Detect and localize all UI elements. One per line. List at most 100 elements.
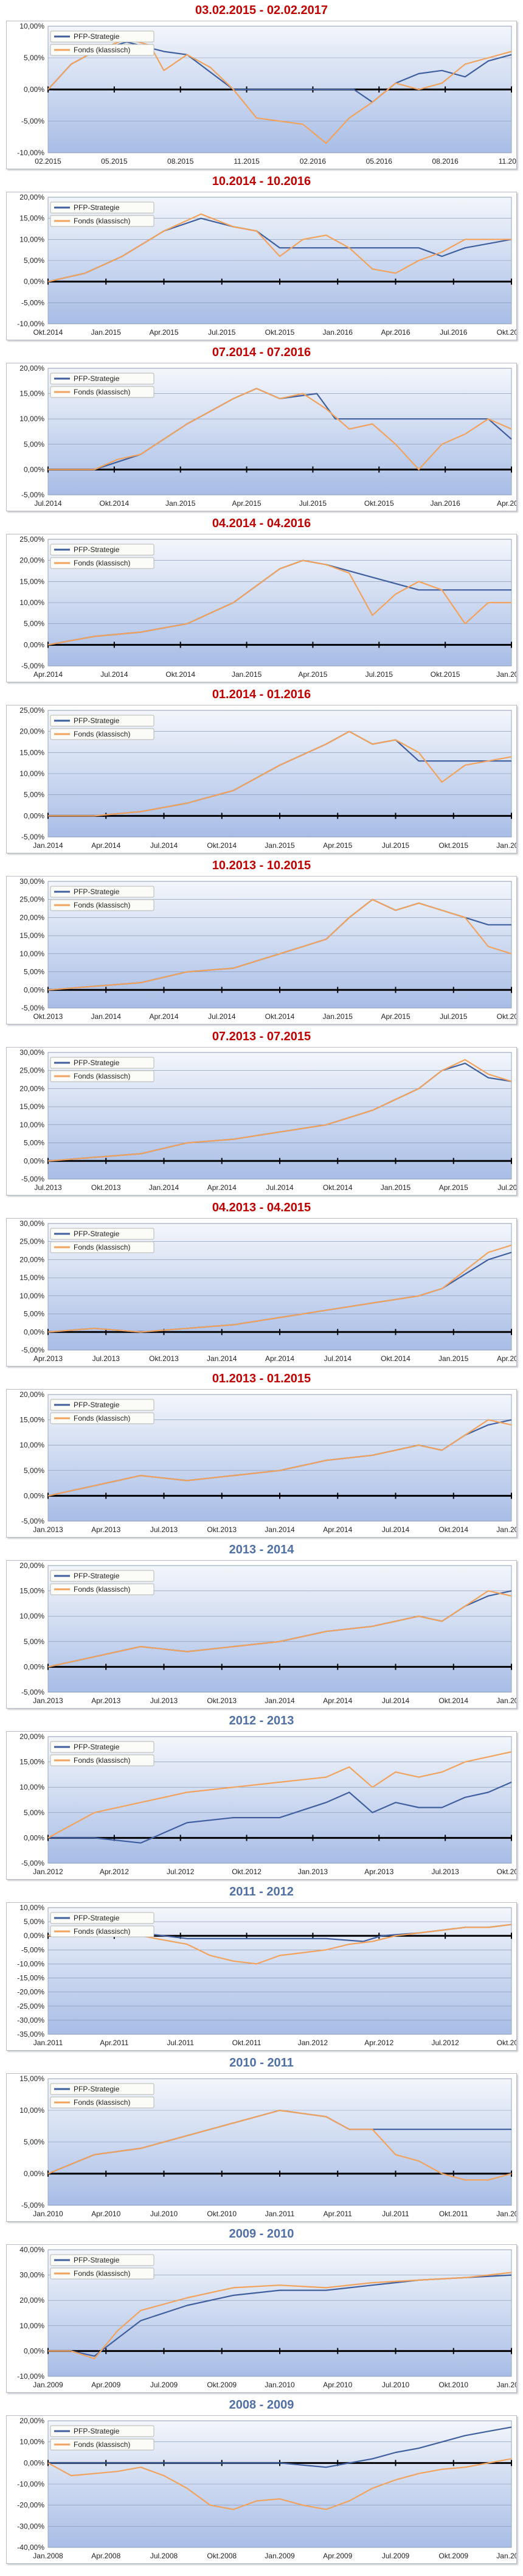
x-tick-label: Apr.2016 (381, 328, 410, 337)
legend-item (50, 899, 154, 911)
legend-item (50, 557, 154, 569)
chart-title: 2011 - 2012 (229, 1885, 294, 1899)
x-tick-label: Okt.2014 (33, 328, 63, 337)
x-tick-label: 02.2016 (300, 157, 327, 166)
x-tick-label: Jul.2013 (431, 1867, 459, 1876)
x-tick-label: Jan.2009 (33, 2381, 63, 2389)
x-tick-label: Okt.2015 (497, 1012, 516, 1021)
y-tick-label: 0,00% (24, 2347, 44, 2355)
y-tick-label: 0,00% (24, 1833, 44, 1842)
legend-label: Fonds (klassisch) (74, 217, 130, 225)
legend-item (50, 1570, 154, 1582)
x-tick-label: Okt.2011 (232, 2039, 262, 2047)
x-tick-label: Jan.2016 (430, 499, 460, 508)
legend-label: Fonds (klassisch) (74, 2269, 130, 2278)
x-tick-label: Okt.2013 (207, 1696, 237, 1705)
legend-label: PFP-Strategie (74, 887, 120, 896)
x-tick-label: Jan.2013 (33, 1525, 63, 1534)
y-tick-label: 20,00% (19, 1732, 44, 1741)
legend-item (50, 1925, 154, 1937)
y-tick-label: 0,00% (24, 85, 44, 94)
x-tick-label: Jul.2015 (365, 670, 393, 679)
y-tick-label: 20,00% (19, 193, 44, 201)
x-tick-label: Jul.2010 (382, 2381, 410, 2389)
legend: PFP-Strategie Fonds (klassisch) (50, 1399, 154, 1424)
chart-title: 10.2013 - 10.2015 (212, 859, 311, 872)
chart-frame: -5,00% 0,00% 5,00% 10,00% 15,00% 20,00% 25,00%… (6, 705, 523, 853)
line-chart: -5,00% 0,00% 5,00% 10,00% 15,00% 20,00% 25,00%… (19, 877, 523, 1021)
series-line-fund (47, 559, 511, 646)
y-tick-label: 5,00% (24, 1808, 44, 1817)
chart-title: 01.2014 - 01.2016 (212, 688, 311, 701)
y-tick-label: 30,00% (19, 1048, 44, 1057)
x-tick-label: Apr.2013 (91, 1696, 120, 1705)
x-tick-label: Jul.2015 (299, 499, 327, 508)
x-tick-label: Okt.2010 (438, 2381, 468, 2389)
series-line-strategy (47, 41, 512, 103)
chart-frame: -40,00% -30,00% -20,00% -10,00% 0,00% 10,00% 2… (6, 2415, 523, 2564)
chart-frame: -5,00% 0,00% 5,00% 10,00% 15,00% 20,00% 25,00%… (6, 1047, 523, 1195)
legend-label: PFP-Strategie (74, 2427, 120, 2435)
series-line-fund (47, 1923, 512, 1965)
chart-title: 2012 - 2013 (229, 1714, 294, 1727)
x-tick-label: Apr.2015 (381, 1012, 410, 1021)
legend-item (50, 1070, 154, 1082)
y-tick-label: 5,00% (24, 1917, 44, 1926)
y-tick-label: 0,00% (24, 1931, 44, 1940)
x-tick-label: Jul.2014 (100, 670, 128, 679)
x-tick-label: Jan.2008 (33, 2552, 63, 2560)
x-tick-label: Jul.2013 (92, 1354, 120, 1363)
chart-title: 2010 - 2011 (229, 2056, 294, 2070)
chart-title: 01.2013 - 01.2015 (212, 1372, 311, 1385)
x-tick-label: Okt.2013 (497, 1867, 516, 1876)
x-tick-label: Okt.2009 (207, 2381, 237, 2389)
chart-title: 04.2014 - 04.2016 (212, 517, 311, 530)
y-tick-label: 20,00% (19, 1561, 44, 1570)
x-tick-label: Jul.2009 (382, 2552, 410, 2560)
y-tick-label: 15,00% (19, 748, 44, 757)
legend-item (50, 215, 154, 227)
x-tick-label: Apr.2010 (91, 2210, 120, 2218)
legend-label: Fonds (klassisch) (74, 1585, 130, 1594)
x-tick-label: 05.2015 (101, 157, 128, 166)
x-tick-label: Apr.2012 (364, 2039, 393, 2047)
x-tick-label: Jul.2014 (208, 1012, 236, 1021)
x-tick-label: Apr.2014 (91, 841, 120, 850)
x-tick-label: Apr.2010 (323, 2381, 352, 2389)
legend-item (50, 1754, 154, 1766)
x-tick-label: Okt.2013 (33, 1012, 63, 1021)
y-tick-label: -35,00% (17, 2030, 44, 2039)
legend-item (50, 1241, 154, 1253)
legend-item (50, 2425, 154, 2437)
y-tick-label: -5,00% (21, 662, 44, 670)
y-tick-label: 5,00% (24, 440, 44, 449)
x-tick-label: 08.2016 (432, 157, 459, 166)
y-tick-label: 10,00% (19, 1783, 44, 1791)
y-tick-label: -20,00% (17, 1988, 44, 1997)
y-tick-label: 10,00% (19, 1441, 44, 1449)
legend-label: PFP-Strategie (74, 1914, 120, 1922)
line-chart: -5,00% 0,00% 5,00% 10,00% 15,00% 20,00% 25,00%… (19, 1219, 523, 1363)
x-tick-label: Jan.2015 (232, 670, 262, 679)
y-tick-label: 5,00% (24, 54, 44, 62)
y-tick-label: 10,00% (19, 950, 44, 958)
legend-label: Fonds (klassisch) (74, 46, 130, 54)
x-tick-label: Okt.2015 (364, 499, 394, 508)
legend-item (50, 1057, 154, 1069)
y-tick-label: 15,00% (19, 390, 44, 398)
legend-label: Fonds (klassisch) (74, 388, 130, 396)
chart-frame: -10,00% 0,00% 10,00% 20,00% 30,00% 40,00% Jan.… (6, 2244, 523, 2393)
y-tick-label: 0,00% (24, 278, 44, 286)
x-tick-label: Apr.2011 (100, 2039, 128, 2047)
legend: PFP-Strategie Fonds (klassisch) (50, 30, 154, 56)
x-tick-label: Okt.2011 (439, 2210, 468, 2218)
y-tick-label: 25,00% (19, 895, 44, 904)
chart-title: 07.2013 - 07.2015 (212, 1030, 311, 1043)
x-tick-label: Okt.2014 (165, 670, 195, 679)
legend-item (50, 728, 154, 740)
y-tick-label: 10,00% (19, 769, 44, 778)
y-tick-label: 25,00% (19, 535, 44, 544)
y-tick-label: 20,00% (19, 2417, 44, 2425)
x-tick-label: Apr.2015 (298, 670, 327, 679)
y-tick-label: 20,00% (19, 727, 44, 736)
